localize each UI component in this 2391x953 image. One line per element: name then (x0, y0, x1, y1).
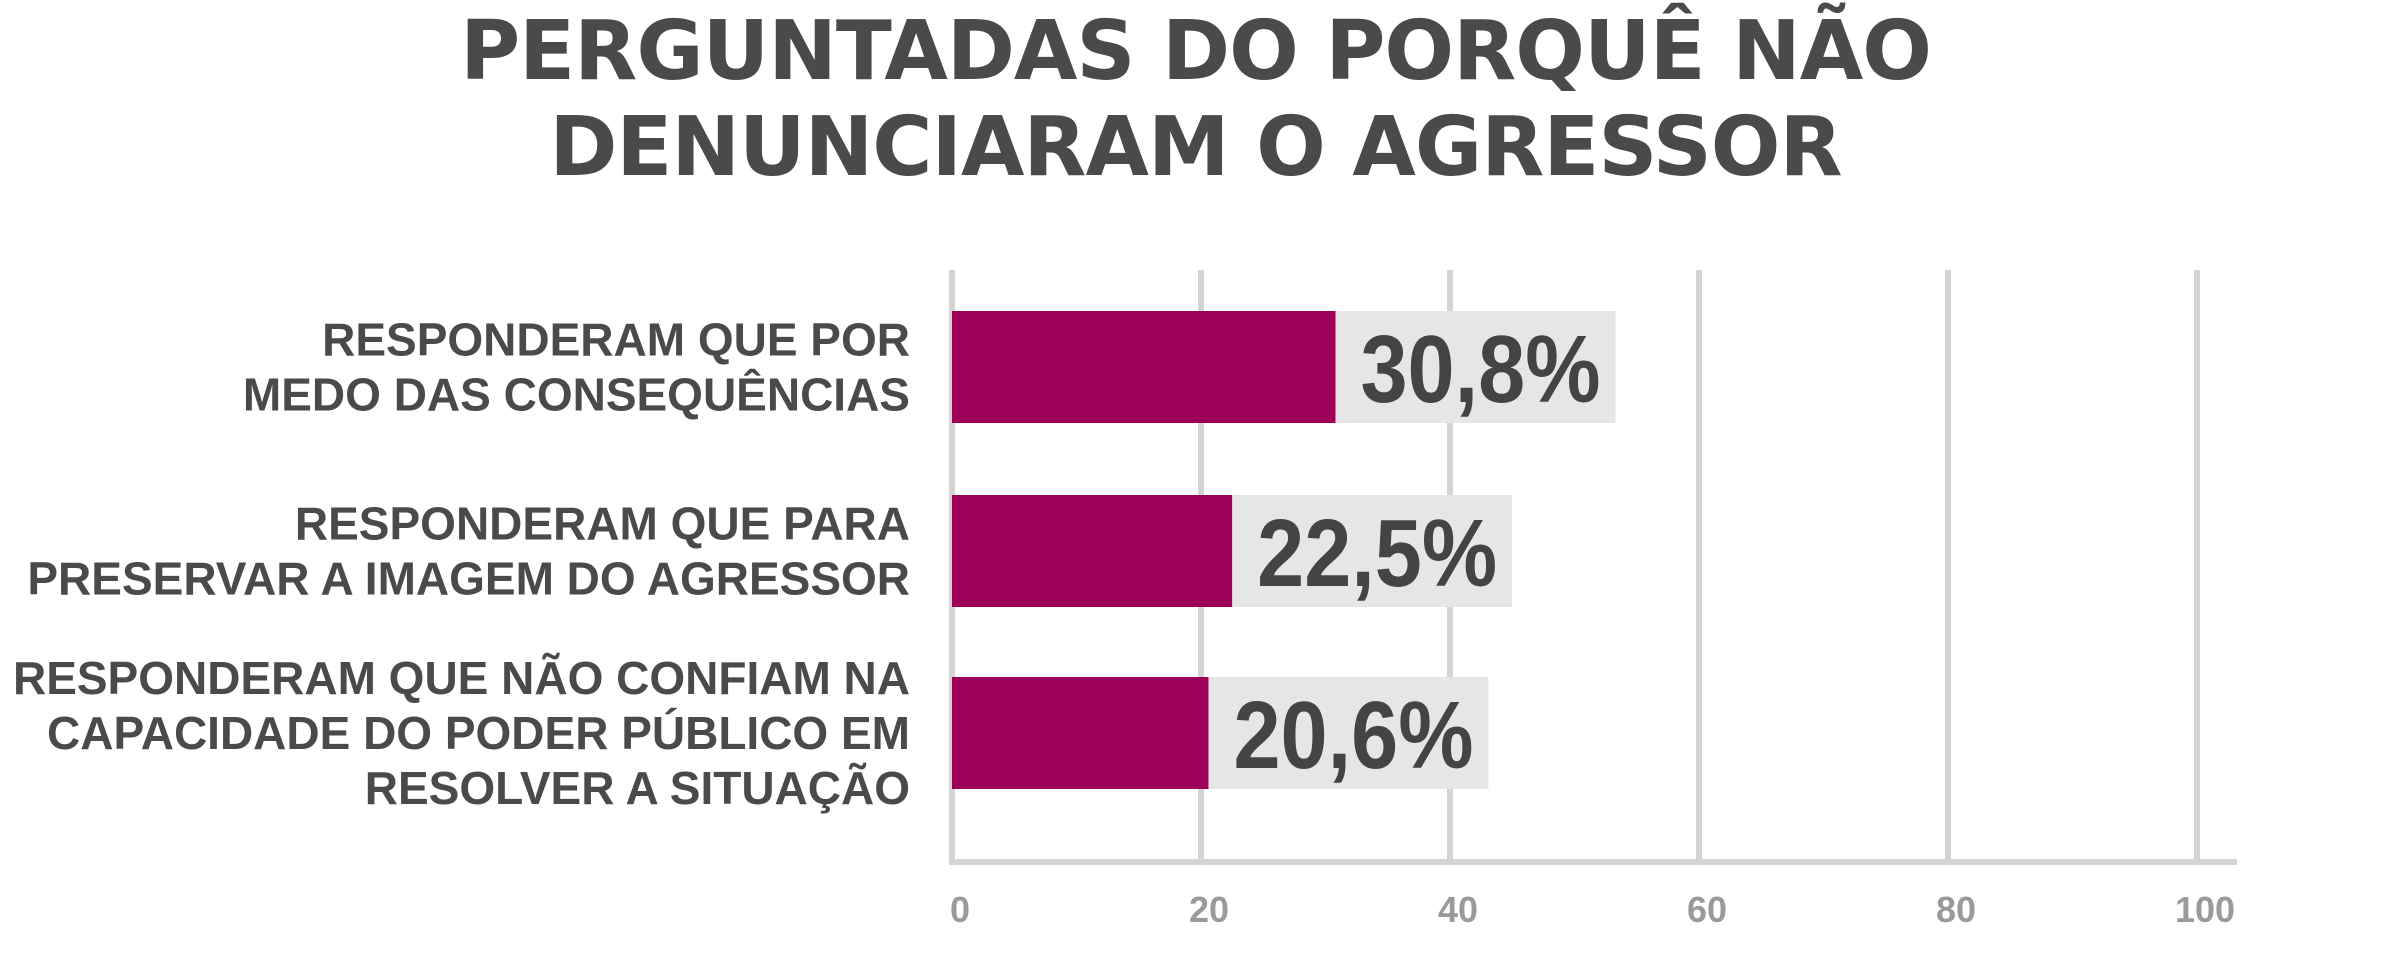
category-label-line: CAPACIDADE DO PODER PÚBLICO EM (47, 707, 910, 759)
x-tick-label: 80 (1936, 889, 1976, 930)
x-tick-layer: 0 20 40 60 80 100 (950, 889, 2235, 930)
value-label-background (1335, 311, 1616, 423)
chart-title-line-1: PERGUNTADAS DO PORQUÊ NÃO (460, 4, 1932, 99)
x-tick-label: 40 (1438, 889, 1478, 930)
chart-title-line-2: DENUNCIARAM O AGRESSOR (549, 100, 1842, 195)
category-label-line: PRESERVAR A IMAGEM DO AGRESSOR (27, 553, 910, 605)
bar-layer: 30,8% 22,5% 20,6% (952, 311, 1616, 789)
x-tick-label: 60 (1687, 889, 1727, 930)
category-label-line: RESPONDERAM QUE POR (322, 314, 910, 366)
category-label-line: RESOLVER A SITUAÇÃO (365, 762, 910, 814)
x-tick-label: 100 (2175, 889, 2235, 930)
category-label-line: RESPONDERAM QUE PARA (295, 498, 910, 550)
value-label-background (1208, 677, 1489, 789)
x-tick-label: 20 (1189, 889, 1229, 930)
bar (952, 311, 1336, 423)
value-label: 22,5% (1257, 500, 1497, 607)
value-label: 30,8% (1360, 316, 1600, 423)
bar (952, 495, 1233, 607)
x-tick-label: 0 (950, 889, 970, 930)
chart-title: PERGUNTADAS DO PORQUÊ NÃO DENUNCIARAM O … (0, 4, 2391, 196)
category-label-line: MEDO DAS CONSEQUÊNCIAS (243, 369, 910, 421)
bar (952, 677, 1209, 789)
category-label-line: RESPONDERAM QUE NÃO CONFIAM NA (13, 652, 910, 704)
value-label: 20,6% (1233, 682, 1473, 789)
value-label-background (1232, 495, 1513, 607)
